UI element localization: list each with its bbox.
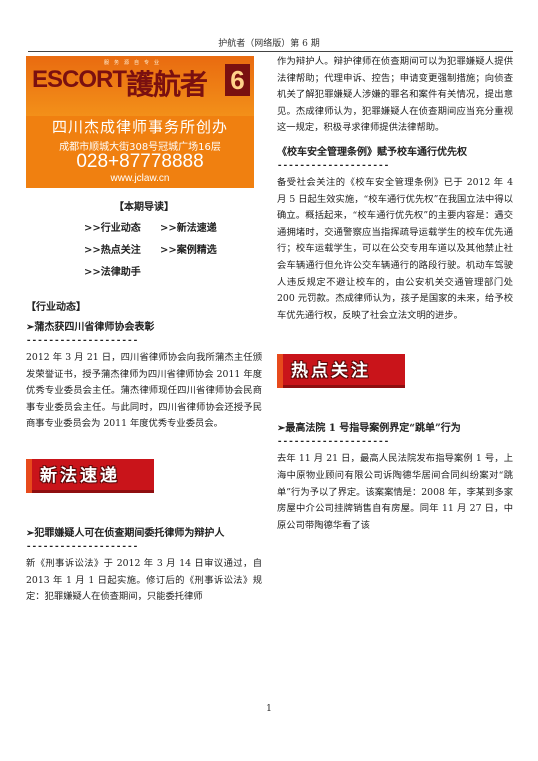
guide-item-industry[interactable]: >>行业动态	[84, 223, 141, 234]
guide-item-legal-helper[interactable]: >>法律助手	[84, 267, 141, 278]
article1-divider: --------------------	[26, 336, 139, 346]
article3-divider: --------------------	[277, 160, 390, 171]
new-law-banner-label: 新法速递	[40, 465, 120, 486]
article2-title: ➢犯罪嫌疑人可在侦查期间委托律师为辩护人	[26, 527, 225, 539]
page-header: 护航者（网络版）第 6 期	[218, 39, 320, 49]
article1-title: ➢蒲杰获四川省律师协会表彰	[26, 322, 155, 333]
banner-top-band	[26, 56, 254, 116]
header-rule	[28, 51, 513, 52]
page-number: 1	[266, 704, 272, 714]
article2-divider: --------------------	[26, 541, 139, 552]
guide-item-cases[interactable]: >>案例精选	[160, 245, 217, 256]
guide-item-hot-topics[interactable]: >>热点关注	[84, 245, 141, 256]
article2-body: 新《刑事诉讼法》于 2012 年 3 月 14 日审议通过，自 2013 年 1…	[26, 557, 262, 603]
right-column: 作为辩护人。辩护律师在侦查期间可以为犯罪嫌疑人提供法律帮助；代理申诉、控告；申请…	[277, 56, 513, 534]
article3-body: 备受社会关注的《校车安全管理条例》已于 2012 年 4 月 5 日起生效实施，…	[277, 176, 513, 321]
guide-list: >>行业动态 >>新法速递 >>热点关注 >>案例精选 >>法律助手	[84, 219, 262, 278]
issue-number: 6	[225, 64, 250, 96]
article4-title: ➢最高法院 1 号指导案例界定“跳单”行为	[277, 423, 461, 435]
new-law-banner: 新法速递	[26, 458, 154, 493]
guide-item-new-law[interactable]: >>新法速递	[160, 223, 217, 234]
firm-name: 四川杰成律师事务所创办	[51, 118, 228, 136]
section-industry: 【行业动态】	[26, 302, 86, 313]
article4-body: 去年 11 月 21 日，最高人民法院发布指导案例 1 号，上海中原物业顾问有限…	[277, 453, 513, 531]
escort-banner: 服务源自专业 ESCORT 護航者 6 四川杰成律师事务所创办 成都市顺城大街3…	[26, 56, 254, 188]
firm-phone: 028+87778888	[76, 151, 204, 172]
left-column: 服务源自专业 ESCORT 護航者 6 四川杰成律师事务所创办 成都市顺城大街3…	[26, 56, 262, 606]
hot-topics-banner-label: 热点关注	[291, 361, 371, 382]
brand-escort-text: ESCORT	[32, 66, 127, 93]
article3-title: 《校车安全管理条例》赋予校车通行优先权	[277, 146, 467, 158]
article1-body: 2012 年 3 月 21 日，四川省律师协会向我所蒲杰主任颁发荣誉证书，授予蒲…	[26, 352, 262, 430]
brand-chinese-title: 護航者	[126, 68, 208, 101]
article4-divider: --------------------	[277, 437, 390, 448]
banner-tagline: 服务源自专业	[104, 60, 165, 66]
firm-website: www.jclaw.cn	[110, 173, 170, 184]
hot-topics-banner: 热点关注	[277, 354, 405, 389]
guide-title: 【本期导读】	[114, 202, 174, 213]
firm-address: 成都市顺城大街308号冠城广场16层	[59, 142, 221, 153]
article2-continued: 作为辩护人。辩护律师在侦查期间可以为犯罪嫌疑人提供法律帮助；代理申诉、控告；申请…	[277, 56, 513, 134]
